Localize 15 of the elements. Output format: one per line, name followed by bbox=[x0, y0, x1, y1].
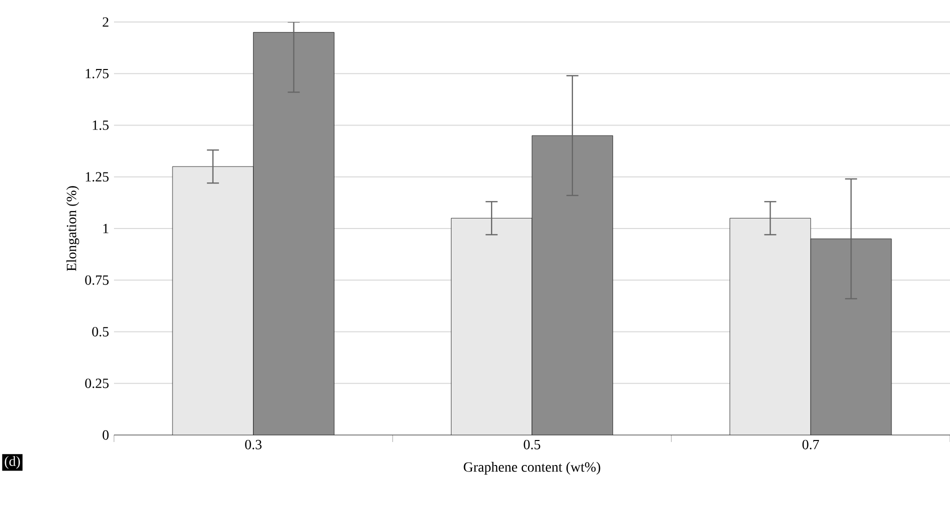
y-axis-title: Elongation (%) bbox=[66, 186, 80, 272]
x-axis-title: Graphene content (wt%) bbox=[464, 462, 600, 475]
y-tick-label: 0 bbox=[102, 430, 109, 440]
text: (d) bbox=[4, 456, 20, 469]
y-tick-label: 2 bbox=[102, 17, 108, 27]
x-tick-label: 0.5 bbox=[524, 440, 540, 450]
y-tick-label: 1 bbox=[103, 224, 108, 234]
y-tick-label: 1.75 bbox=[86, 68, 109, 78]
y-tick-label: 1.5 bbox=[92, 120, 109, 130]
y-tick-label: 1.25 bbox=[86, 172, 109, 182]
x-tick-label: 0.7 bbox=[802, 440, 820, 450]
y-tick-label: 0.25 bbox=[85, 378, 109, 388]
y-tick-label: 0.5 bbox=[92, 326, 109, 337]
y-tick-label: 0.75 bbox=[85, 275, 109, 285]
x-tick-label: 0.3 bbox=[245, 440, 262, 450]
